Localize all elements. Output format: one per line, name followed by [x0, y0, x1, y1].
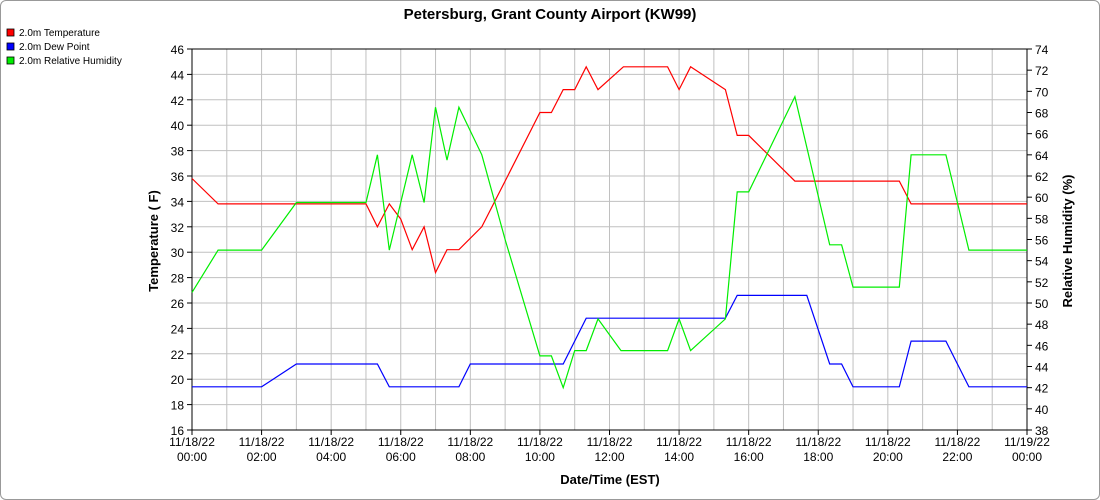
y-tick-label-right: 40: [1035, 403, 1049, 417]
y-tick-label-right: 44: [1035, 361, 1049, 375]
y-tick-label-right: 68: [1035, 107, 1049, 121]
y-tick-label-left: 28: [171, 272, 185, 286]
y-tick-label-left: 44: [171, 68, 185, 82]
x-axis-title: Date/Time (EST): [560, 472, 659, 487]
x-tick-label-date: 11/18/22: [935, 435, 981, 449]
x-tick-label-date: 11/18/22: [587, 435, 633, 449]
y-tick-label-left: 16: [171, 424, 185, 438]
y-tick-label-right: 64: [1035, 149, 1049, 163]
legend-swatch-2-0m-temperature: [6, 28, 15, 37]
x-tick-label-date: 11/18/22: [169, 435, 215, 449]
legend-label-2-0m-dew-point: 2.0m Dew Point: [19, 42, 90, 53]
x-tick-label-date: 11/18/22: [447, 435, 493, 449]
legend-label-2-0m-temperature: 2.0m Temperature: [19, 28, 100, 39]
y-axis-right-title: Relative Humidity (%): [1060, 175, 1075, 308]
x-tick-label-date: 11/18/22: [726, 435, 772, 449]
y-tick-label-right: 38: [1035, 424, 1049, 438]
series-line-2-0m-temperature: [191, 65, 1027, 275]
y-tick-label-left: 26: [171, 297, 185, 311]
x-tick-label-time: 14:00: [664, 450, 694, 464]
y-tick-label-left: 20: [171, 373, 185, 387]
x-tick-label-time: 16:00: [734, 450, 764, 464]
x-tick-label-date: 11/19/22: [1004, 435, 1050, 449]
y-tick-label-left: 46: [171, 43, 185, 57]
y-tick-label-left: 34: [171, 195, 185, 209]
tick-labels: 16 18 20 22 24 26 28 30 32 34 36 38 40 42 44 46 38 40 42 44…: [169, 43, 1050, 464]
x-tick-label-time: 08:00: [455, 450, 485, 464]
y-tick-label-left: 32: [171, 221, 185, 235]
series-line-2-0m-dew-point: [192, 294, 1027, 388]
y-tick-label-right: 70: [1035, 85, 1049, 99]
grid: [191, 48, 1028, 431]
x-tick-label-time: 22:00: [942, 450, 972, 464]
y-axis-left-title: Temperature ( F): [146, 190, 161, 292]
y-tick-label-right: 74: [1035, 43, 1049, 57]
axes: [187, 48, 1032, 435]
x-tick-label-date: 11/18/22: [378, 435, 424, 449]
y-tick-label-right: 66: [1035, 128, 1049, 142]
legend-swatch-2-0m-dew-point: [6, 42, 15, 51]
x-tick-label-time: 04:00: [316, 450, 346, 464]
y-tick-label-left: 42: [171, 94, 185, 108]
y-tick-label-left: 24: [171, 322, 185, 336]
x-tick-label-date: 11/18/22: [308, 435, 354, 449]
x-tick-label-time: 18:00: [803, 450, 833, 464]
x-tick-label-time: 00:00: [1012, 450, 1042, 464]
x-tick-label-time: 10:00: [525, 450, 555, 464]
y-tick-label-right: 54: [1035, 255, 1049, 269]
y-tick-label-right: 62: [1035, 170, 1049, 184]
x-tick-label-time: 12:00: [594, 450, 624, 464]
x-tick-label-time: 20:00: [873, 450, 903, 464]
y-tick-label-left: 36: [171, 170, 185, 184]
legend-label-2-0m-relative-humidity: 2.0m Relative Humidity: [19, 56, 122, 67]
y-tick-label-right: 56: [1035, 234, 1049, 248]
y-tick-label-right: 58: [1035, 212, 1049, 226]
y-tick-label-right: 50: [1035, 297, 1049, 311]
y-tick-label-right: 42: [1035, 382, 1049, 396]
y-tick-label-left: 40: [171, 119, 185, 133]
x-tick-label-date: 11/18/22: [656, 435, 702, 449]
x-tick-label-time: 06:00: [386, 450, 416, 464]
y-tick-label-left: 18: [171, 399, 185, 413]
legend-swatch-2-0m-relative-humidity: [6, 56, 15, 65]
x-tick-label-time: 02:00: [247, 450, 277, 464]
y-tick-label-right: 52: [1035, 276, 1049, 290]
x-tick-label-date: 11/18/22: [865, 435, 911, 449]
y-tick-label-left: 30: [171, 246, 185, 260]
y-tick-label-right: 46: [1035, 339, 1049, 353]
series-lines: [191, 65, 1027, 390]
x-tick-label-date: 11/18/22: [239, 435, 285, 449]
x-tick-label-date: 11/18/22: [795, 435, 841, 449]
y-tick-label-right: 60: [1035, 191, 1049, 205]
y-tick-label-right: 72: [1035, 64, 1049, 78]
chart-title: Petersburg, Grant County Airport (KW99): [404, 6, 697, 23]
x-tick-label-time: 00:00: [177, 450, 207, 464]
y-tick-label-right: 48: [1035, 318, 1049, 332]
y-tick-label-left: 38: [171, 145, 185, 159]
x-tick-label-date: 11/18/22: [517, 435, 563, 449]
legend: 2.0m Temperature 2.0m Dew Point 2.0m Relat…: [6, 28, 122, 67]
series-line-2-0m-relative-humidity: [191, 94, 1027, 390]
y-tick-label-left: 22: [171, 348, 185, 362]
